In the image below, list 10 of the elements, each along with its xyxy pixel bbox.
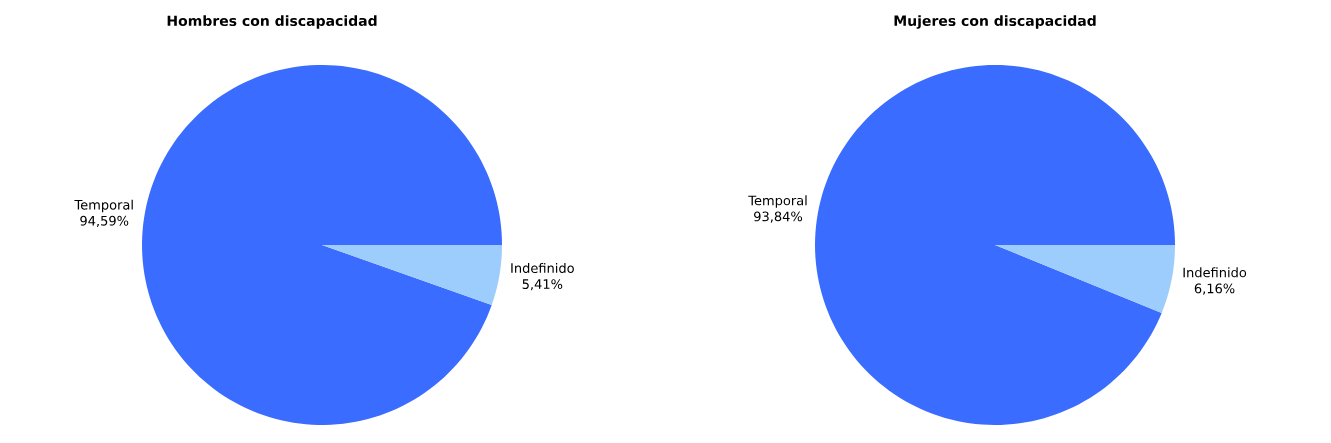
data-label: 94,59% — [80, 215, 129, 228]
data-label: 5,41% — [522, 279, 563, 291]
chart-title: Hombres con discapacidad — [167, 15, 377, 29]
data-label: 93,84% — [754, 211, 803, 223]
slice-label: Temporal — [748, 195, 807, 208]
data-label: 6,16% — [1194, 283, 1235, 295]
slice-label: Temporal — [74, 199, 133, 213]
slice-label: Indefinido — [511, 262, 574, 274]
slice-label: Indefinido — [1183, 267, 1247, 278]
chart-title: Mujeres con discapacidad — [894, 15, 1096, 29]
